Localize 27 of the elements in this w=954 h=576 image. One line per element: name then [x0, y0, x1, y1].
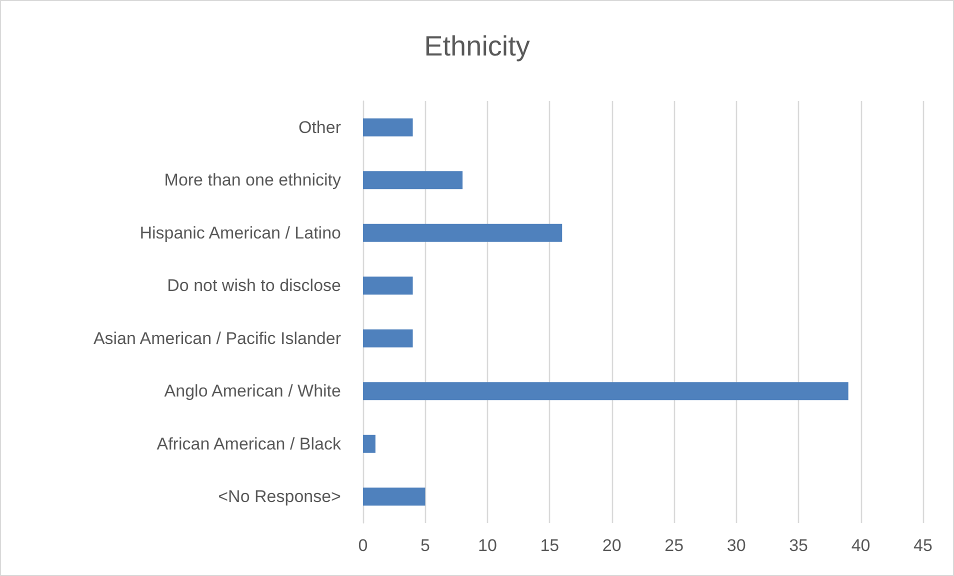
- x-tick-label: 20: [602, 536, 622, 555]
- x-tick-label: 40: [851, 536, 870, 555]
- x-tick-label: 5: [420, 536, 430, 555]
- bar: [363, 382, 848, 400]
- x-tick-label: 15: [540, 536, 560, 555]
- bar: [363, 118, 413, 136]
- y-tick-label: Anglo American / White: [164, 382, 341, 401]
- bar: [363, 488, 426, 506]
- y-tick-label: Asian American / Pacific Islander: [93, 328, 342, 348]
- bar: [363, 224, 562, 242]
- y-tick-label: More than one ethnicity: [164, 170, 342, 190]
- chart-title: Ethnicity: [424, 30, 530, 62]
- bar: [363, 434, 376, 453]
- x-tick-label: 25: [664, 536, 684, 555]
- y-tick-label: Do not wish to disclose: [167, 276, 341, 296]
- bar: [363, 276, 413, 295]
- x-tick-label: 0: [358, 536, 368, 555]
- x-tick-label: 35: [789, 536, 808, 555]
- bar: [363, 171, 463, 190]
- x-tick-label: 45: [914, 536, 932, 555]
- y-tick-label: African American / Black: [156, 434, 342, 454]
- x-tick-label: 10: [478, 536, 497, 555]
- bar: [363, 329, 413, 348]
- x-tick-label: 30: [726, 536, 746, 555]
- y-tick-label: Other: [298, 118, 342, 137]
- y-tick-label: <No Response>: [218, 487, 342, 506]
- y-tick-label: Hispanic American / Latino: [140, 223, 341, 242]
